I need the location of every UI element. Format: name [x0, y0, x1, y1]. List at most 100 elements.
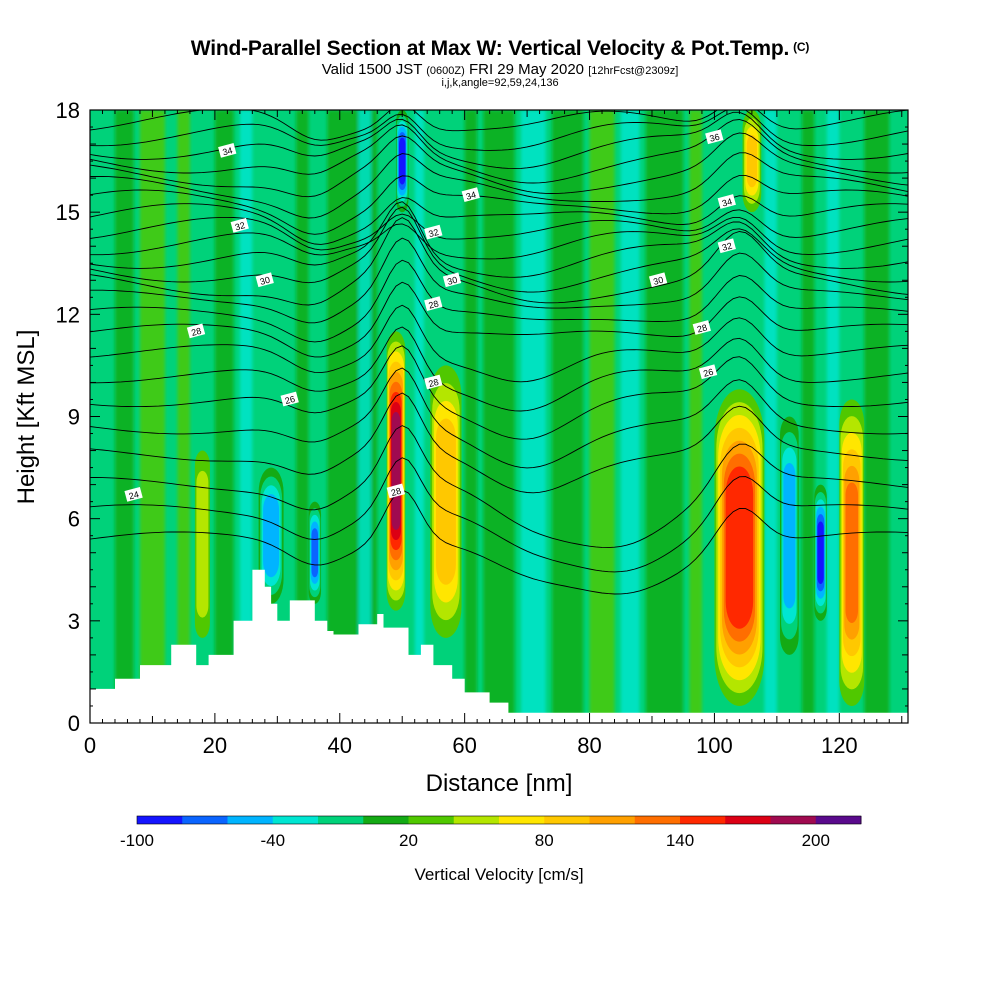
updraft-cell	[714, 389, 765, 706]
colorbar-tick-label: -100	[120, 831, 154, 850]
x-tick-label: 60	[452, 733, 476, 758]
isentrope-label: 34	[717, 194, 736, 209]
weak-band	[358, 110, 371, 723]
x-tick-label: 80	[577, 733, 601, 758]
weak-band	[764, 110, 777, 723]
updraft-level	[845, 482, 859, 623]
x-tick-label: 0	[84, 733, 96, 758]
colorbar-swatch	[227, 816, 274, 824]
downdraft-level	[784, 478, 795, 593]
isentrope-label-text: 34	[221, 145, 233, 157]
y-tick-label: 3	[68, 609, 80, 634]
updraft-cell	[742, 110, 762, 213]
isentropes	[90, 110, 908, 595]
isentrope-label-text: 24	[128, 489, 140, 501]
weak-band	[620, 110, 640, 723]
isentrope-label: 32	[424, 224, 443, 240]
isentrope-label-text: 32	[234, 220, 246, 232]
weak-band	[689, 110, 702, 723]
downdraft-level	[311, 528, 319, 578]
isentrope-line	[90, 237, 908, 324]
isentrope-line	[90, 132, 908, 198]
isentrope-label-text: 28	[390, 486, 402, 498]
updraft-level	[391, 412, 401, 530]
weak-band	[483, 110, 515, 723]
isentrope-line	[90, 110, 908, 151]
isentrope-label: 28	[424, 296, 443, 312]
downdraft-cell	[779, 416, 799, 655]
isentrope-label-text: 30	[446, 275, 458, 287]
colorbar-swatch	[363, 816, 409, 824]
isentrope-line	[90, 489, 908, 595]
isentrope-label: 30	[648, 272, 668, 288]
isentrope-line	[90, 304, 908, 383]
isentrope-line	[90, 119, 908, 184]
isentrope-label-text: 34	[465, 189, 477, 201]
colorbar-swatch	[725, 816, 771, 824]
colorbar-swatch	[770, 816, 817, 824]
isentrope-line	[90, 206, 908, 293]
isentrope-label: 32	[717, 238, 736, 254]
isentrope-label-text: 36	[708, 132, 720, 144]
title-mark: (C)	[793, 40, 810, 54]
isentrope-line	[90, 195, 908, 245]
x-tick-label: 100	[696, 733, 733, 758]
weak-band	[464, 110, 478, 723]
isentrope-line	[90, 345, 908, 440]
isentrope-label: 36	[705, 129, 724, 145]
weak-band	[139, 110, 165, 723]
plot-area: 24 26 28 28 28 28 28 26 30 30 30 32 32 32 34 34 34 36	[90, 110, 908, 723]
colorbar-swatch	[453, 816, 500, 824]
colorbar-swatch	[499, 816, 545, 824]
downdraft-level	[817, 521, 824, 584]
isentrope-label: 32	[230, 217, 249, 233]
downdraft-cell	[308, 501, 322, 604]
colorbar-swatch	[589, 816, 636, 824]
isentrope-label: 28	[386, 483, 405, 499]
colorbar-swatch	[544, 816, 590, 824]
downdraft-level	[264, 503, 278, 569]
downdraft-cell	[258, 467, 284, 604]
y-tick-label: 15	[56, 200, 80, 225]
isentrope-label-text: 26	[702, 367, 714, 379]
colorbar-tick-label: 80	[535, 831, 554, 850]
isentrope-label: 30	[255, 272, 274, 288]
colorbar-title: Vertical Velocity [cm/s]	[414, 865, 583, 884]
isentrope-label-text: 28	[696, 322, 708, 334]
y-tick-label: 0	[68, 711, 80, 736]
weak-band	[826, 110, 840, 723]
isentrope-label-text: 26	[284, 394, 296, 406]
weak-band	[520, 110, 546, 723]
isentrope-label: 34	[461, 187, 480, 203]
isentrope-label: 26	[698, 364, 718, 380]
colorbar-swatch	[182, 816, 228, 824]
isentrope-label: 30	[442, 272, 462, 288]
colorbar-tick-label: 200	[802, 831, 830, 850]
updraft-cell	[839, 399, 865, 706]
isentrope-line	[90, 259, 908, 343]
isentrope-label-text: 28	[427, 298, 439, 310]
isentrope-label-text: 32	[721, 241, 733, 253]
y-axis-label: Height [Kft MSL]	[13, 330, 40, 505]
weak-band	[801, 110, 815, 723]
x-axis-label: Distance [nm]	[426, 770, 573, 797]
isentrope-line	[90, 326, 908, 412]
terrain	[90, 569, 908, 723]
isentrope-label: 26	[280, 391, 299, 407]
colorbar-swatch	[680, 816, 726, 824]
isentrope-line	[90, 110, 908, 141]
isentrope-label-text: 28	[427, 377, 439, 389]
isentrope-line	[90, 367, 908, 469]
weak-band	[296, 110, 309, 723]
colorbar-tick-label: 140	[666, 831, 694, 850]
y-tick-label: 9	[68, 405, 80, 430]
chart-subtitle: Valid 1500 JST (0600Z) FRI 29 May 2020 […	[321, 61, 679, 78]
y-tick-label: 12	[56, 302, 80, 327]
colorbar-swatch	[318, 816, 364, 824]
isentrope-line	[90, 152, 908, 219]
isentrope-label: 28	[424, 374, 443, 390]
colorbar-swatch	[272, 816, 319, 824]
chart-params: i,j,k,angle=92,59,24,136	[441, 77, 559, 89]
isentrope-line	[90, 201, 908, 278]
